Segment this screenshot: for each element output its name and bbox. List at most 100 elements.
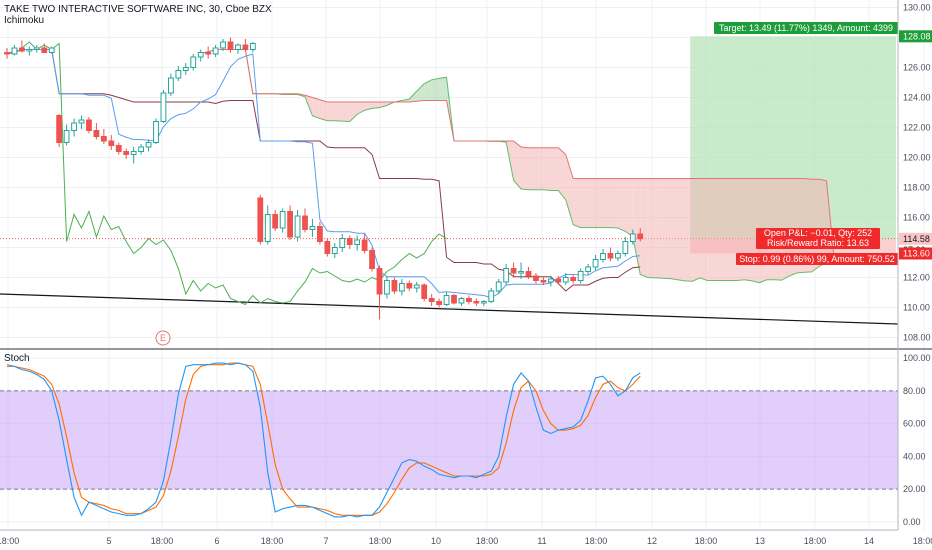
cloud-segment xyxy=(513,141,522,189)
x-tick-label: 12 xyxy=(647,536,657,546)
candle-body xyxy=(197,52,204,58)
cloud-segment xyxy=(640,178,648,278)
cloud-segment xyxy=(573,178,581,228)
candle-body xyxy=(145,142,152,148)
cloud-segment xyxy=(550,147,559,191)
x-axis[interactable]: 18:00 5 18:00 6 18:00 7 18:00 10 18:00 11 18:00 12 1… xyxy=(0,529,932,546)
candle-body xyxy=(108,140,115,146)
open-pnl-label-bg xyxy=(756,228,880,239)
price-tag-stop-bg xyxy=(899,247,932,260)
candle-body xyxy=(182,67,189,71)
x-tick-label: 18:00 xyxy=(913,536,932,546)
y-tick-label: 60.00 xyxy=(903,419,926,429)
cloud-segment xyxy=(662,178,671,279)
price-tag-entry-bg xyxy=(899,232,932,245)
cloud-segment xyxy=(692,178,700,282)
x-tick-label: 18:00 xyxy=(369,536,392,546)
candle-body xyxy=(615,253,621,259)
x-tick-label: 10 xyxy=(431,536,441,546)
candle-body xyxy=(242,44,249,50)
x-tick-label: 11 xyxy=(537,536,546,546)
candle-body xyxy=(473,301,480,304)
cloud-segment xyxy=(595,178,603,228)
ichimoku-lines xyxy=(6,41,835,306)
risk-reward-label-bg xyxy=(756,238,880,249)
indicator-label[interactable]: Ichimoku xyxy=(4,15,45,26)
candle-body xyxy=(600,253,606,260)
candle-body xyxy=(406,283,413,289)
candle-body xyxy=(480,301,487,304)
candle-body xyxy=(324,241,331,254)
candle-body xyxy=(354,239,361,245)
candle-body xyxy=(41,47,48,53)
ichimoku-cloud xyxy=(200,49,834,283)
candle-body xyxy=(451,295,457,304)
y-tick-label: 80.00 xyxy=(903,386,926,396)
cloud-segment xyxy=(610,178,618,228)
candle-body xyxy=(287,211,294,238)
lagging-span xyxy=(6,41,447,306)
candle-body xyxy=(369,250,375,269)
stoch-d-line xyxy=(7,362,641,516)
cloud-segment xyxy=(670,178,678,280)
candle-body xyxy=(518,271,524,274)
candle-body xyxy=(160,92,167,122)
x-tick-label: 18:00 xyxy=(476,536,499,546)
candle-body xyxy=(607,253,614,259)
candle-body xyxy=(249,43,256,50)
y-tick-label: 100.00 xyxy=(903,353,931,363)
target-label: Target: 13.49 (11.77%) 1349, Amount: 439… xyxy=(719,23,893,33)
leading-span-b xyxy=(200,49,835,258)
candle-body xyxy=(33,47,40,50)
cloud-segment xyxy=(684,178,693,282)
cloud-segment xyxy=(558,147,566,200)
x-tick-label: 7 xyxy=(323,536,328,546)
candle-body xyxy=(428,298,435,302)
y-tick-label: 126.00 xyxy=(903,63,931,73)
cloud-segment xyxy=(603,178,611,228)
candle-body xyxy=(294,215,301,238)
stoch-label[interactable]: Stoch xyxy=(4,353,30,364)
candle-body xyxy=(11,47,18,55)
candle-body xyxy=(570,277,577,281)
candle-body xyxy=(637,233,644,240)
cloud-segment xyxy=(796,178,805,273)
leading-span-a xyxy=(200,49,835,284)
candle-body xyxy=(63,130,70,143)
candle-body xyxy=(153,121,159,143)
candle-body xyxy=(235,44,241,50)
x-tick-label: 5 xyxy=(106,536,111,546)
earnings-marker-label: E xyxy=(160,333,166,343)
chart-title: TAKE TWO INTERACTIVE SOFTWARE INC, 30, C… xyxy=(4,4,272,15)
cloud-segment xyxy=(543,147,551,191)
candle-body xyxy=(130,151,137,155)
price-tag-target-bg xyxy=(899,30,932,43)
cloud-segment xyxy=(647,178,656,278)
candle-body xyxy=(622,241,629,254)
candle-body xyxy=(421,284,428,299)
candle-body xyxy=(168,77,174,94)
cloud-segment xyxy=(565,154,574,225)
cloud-segment xyxy=(617,178,626,232)
cloud-segment xyxy=(416,83,425,102)
y-axis[interactable]: 108.00110.00112.00114.00116.00118.00120.… xyxy=(897,0,932,530)
cloud-segment xyxy=(439,77,447,101)
cloud-segment xyxy=(312,97,320,119)
price-tag-target: 128.08 xyxy=(903,31,931,41)
trend-line[interactable] xyxy=(0,293,899,325)
candle-body xyxy=(443,295,450,305)
y-tick-label: 116.00 xyxy=(903,213,930,223)
candle-body xyxy=(346,238,353,245)
y-tick-label: 124.00 xyxy=(903,93,931,103)
candle-body xyxy=(257,197,264,242)
x-tick-label: 18:00 xyxy=(585,536,608,546)
cloud-segment xyxy=(625,178,633,237)
candle-body xyxy=(436,301,443,305)
candle-body xyxy=(339,238,346,248)
cloud-segment xyxy=(699,178,708,281)
open-pnl-label: Open P&L: −0.01, Qty: 252 xyxy=(764,228,872,238)
y-tick-label: 118.00 xyxy=(903,183,930,193)
y-tick-label: 0.00 xyxy=(903,517,921,527)
candle-body xyxy=(384,280,390,295)
